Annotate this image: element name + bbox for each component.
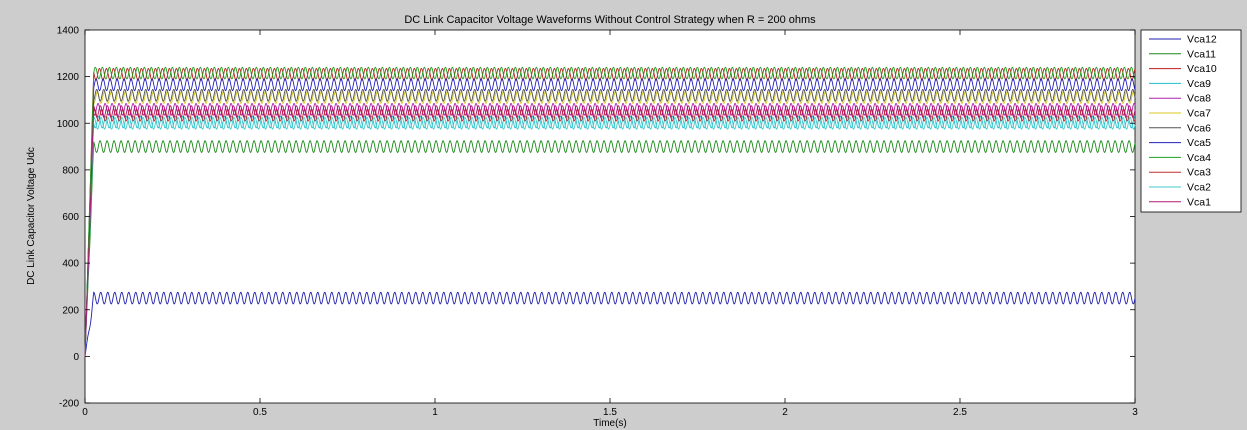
series-lines xyxy=(84,66,1136,357)
legend: Vca12 Vca11 Vca10 Vca9 Vca8 Vca7 Vca6 Vca5 Vca4 V… xyxy=(1140,29,1242,213)
x-tick-label: 3 xyxy=(1132,407,1138,418)
x-axis-label: Time(s) xyxy=(593,418,627,429)
series-line-vca5 xyxy=(84,78,1136,357)
legend-box xyxy=(1140,29,1242,213)
legend-label-vca11: Vca11 xyxy=(1187,48,1216,60)
y-tick-label: 1000 xyxy=(57,119,80,130)
y-tick-label: 0 xyxy=(73,352,79,363)
legend-label-vca6: Vca6 xyxy=(1187,122,1211,134)
x-tick-label: 0 xyxy=(82,407,88,418)
y-tick-label: 400 xyxy=(62,259,79,270)
series-line-vca11 xyxy=(84,140,1136,357)
y-axis-label: DC Link Capacitor Voltage Udc xyxy=(26,147,37,285)
y-tick-label: 800 xyxy=(62,165,79,176)
legend-label-vca2: Vca2 xyxy=(1187,182,1211,194)
series-line-vca8 xyxy=(84,102,1136,357)
x-tick-label: 2.5 xyxy=(953,407,967,418)
series-line-vca12 xyxy=(84,291,1136,357)
x-tick-label: 2 xyxy=(782,407,788,418)
legend-label-vca10: Vca10 xyxy=(1187,63,1217,75)
chart-title: DC Link Capacitor Voltage Waveforms With… xyxy=(404,14,816,26)
series-line-vca1 xyxy=(84,105,1136,357)
legend-label-vca1: Vca1 xyxy=(1187,196,1211,208)
axis-ticks: 0 0.5 1 1.5 2 2.5 3-20002004006008001000120014… xyxy=(57,26,1138,419)
y-tick-label: 200 xyxy=(62,305,79,316)
series-line-vca6 xyxy=(84,88,1136,357)
legend-label-vca5: Vca5 xyxy=(1187,137,1211,149)
legend-label-vca8: Vca8 xyxy=(1187,93,1211,105)
y-tick-label: 1200 xyxy=(57,72,80,83)
y-tick-label: -200 xyxy=(59,399,79,410)
plot-area xyxy=(84,29,1136,404)
series-line-vca2 xyxy=(84,116,1136,357)
series-line-vca4 xyxy=(84,66,1136,357)
y-tick-label: 1400 xyxy=(57,26,80,37)
x-tick-label: 0.5 xyxy=(253,407,267,418)
legend-label-vca7: Vca7 xyxy=(1187,108,1211,120)
legend-label-vca4: Vca4 xyxy=(1187,152,1211,164)
legend-label-vca12: Vca12 xyxy=(1187,34,1217,46)
y-tick-label: 600 xyxy=(62,212,79,223)
legend-label-vca9: Vca9 xyxy=(1187,78,1211,90)
series-line-vca3 xyxy=(84,108,1136,357)
x-tick-label: 1.5 xyxy=(603,407,617,418)
x-tick-label: 1 xyxy=(432,407,438,418)
series-line-vca9 xyxy=(84,115,1136,357)
legend-label-vca3: Vca3 xyxy=(1187,167,1211,179)
series-line-vca10 xyxy=(84,67,1136,357)
